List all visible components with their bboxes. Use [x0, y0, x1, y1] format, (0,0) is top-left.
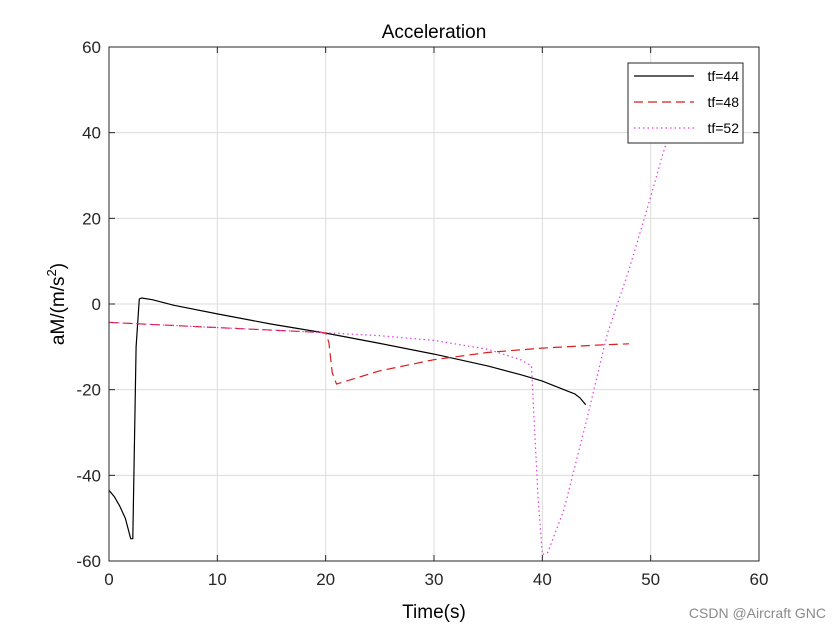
x-tick-label: 60 [750, 570, 769, 589]
y-tick-label: 60 [82, 38, 101, 57]
x-tick-label: 20 [316, 570, 335, 589]
x-tick-label: 0 [104, 570, 113, 589]
legend-entry-label: tf=52 [707, 120, 739, 136]
chart-title: Acceleration [382, 22, 487, 43]
y-axis-label: aM/(m/s2) [44, 263, 69, 345]
x-tick-label: 50 [641, 570, 660, 589]
y-tick-label: 20 [82, 209, 101, 228]
series-layer [109, 123, 673, 556]
y-tick-label: -40 [76, 466, 101, 485]
watermark-text: CSDN @Aircraft GNC [689, 605, 826, 621]
legend-entry-label: tf=44 [707, 68, 739, 84]
axis-ticks: 0 10 20 30 40 50 60 -60 -40 -20 0 20 40 60 [76, 38, 768, 589]
x-tick-label: 10 [208, 570, 227, 589]
x-tick-label: 30 [425, 570, 444, 589]
y-axis-label-close: ) [48, 263, 69, 269]
series-line-tf-44 [109, 297, 587, 540]
y-axis-label-main: aM/(m/s [48, 276, 69, 345]
x-tick-label: 40 [533, 570, 552, 589]
legend: tf=44 tf=48 tf=52 [627, 62, 744, 144]
y-tick-label: -20 [76, 381, 101, 400]
y-tick-label: 40 [82, 124, 101, 143]
y-tick-label: 0 [92, 295, 101, 314]
y-axis-label-superscript: 2 [44, 269, 59, 276]
series-line-tf-52 [109, 123, 673, 556]
legend-entry-label: tf=48 [707, 94, 739, 110]
x-axis-label: Time(s) [402, 602, 466, 623]
y-tick-label: -60 [76, 552, 101, 571]
